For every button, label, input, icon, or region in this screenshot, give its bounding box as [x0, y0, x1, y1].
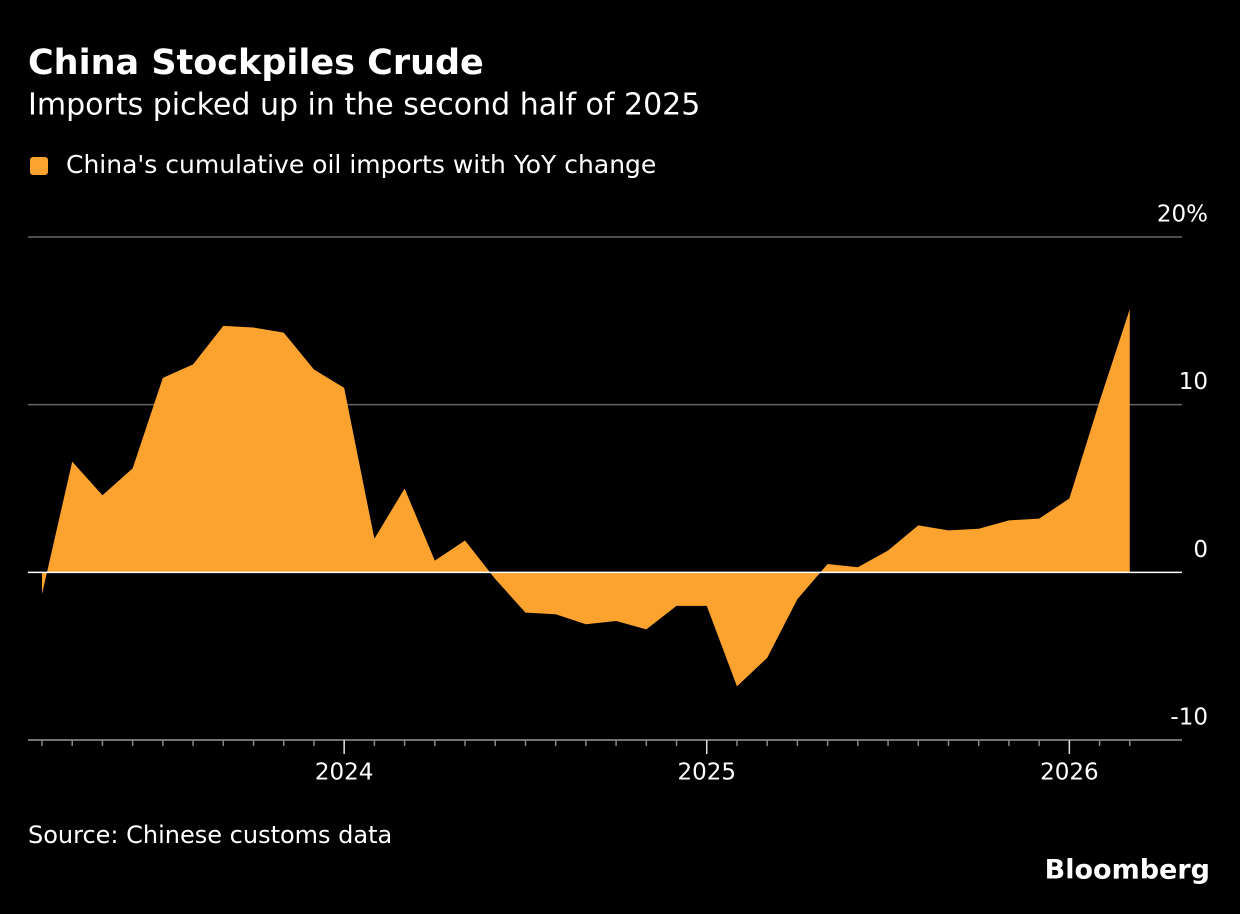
y-tick-label: 10 [1179, 369, 1208, 395]
y-tick-label: 0 [1193, 537, 1208, 563]
x-tick-label: 2025 [677, 760, 736, 786]
y-tick-label: -10 [1170, 705, 1208, 731]
x-tick-label: 2024 [315, 760, 374, 786]
brand: Bloomberg [1045, 855, 1210, 886]
legend-swatch [30, 157, 48, 175]
y-tick-label: 20% [1157, 202, 1208, 228]
chart-title: China Stockpiles Crude [28, 43, 484, 83]
legend-label: China's cumulative oil imports with YoY … [66, 150, 656, 179]
chart-subtitle: Imports picked up in the second half of … [28, 88, 700, 123]
area [42, 309, 1130, 687]
x-tick-label: 2026 [1040, 760, 1099, 786]
source: Source: Chinese customs data [28, 821, 392, 849]
